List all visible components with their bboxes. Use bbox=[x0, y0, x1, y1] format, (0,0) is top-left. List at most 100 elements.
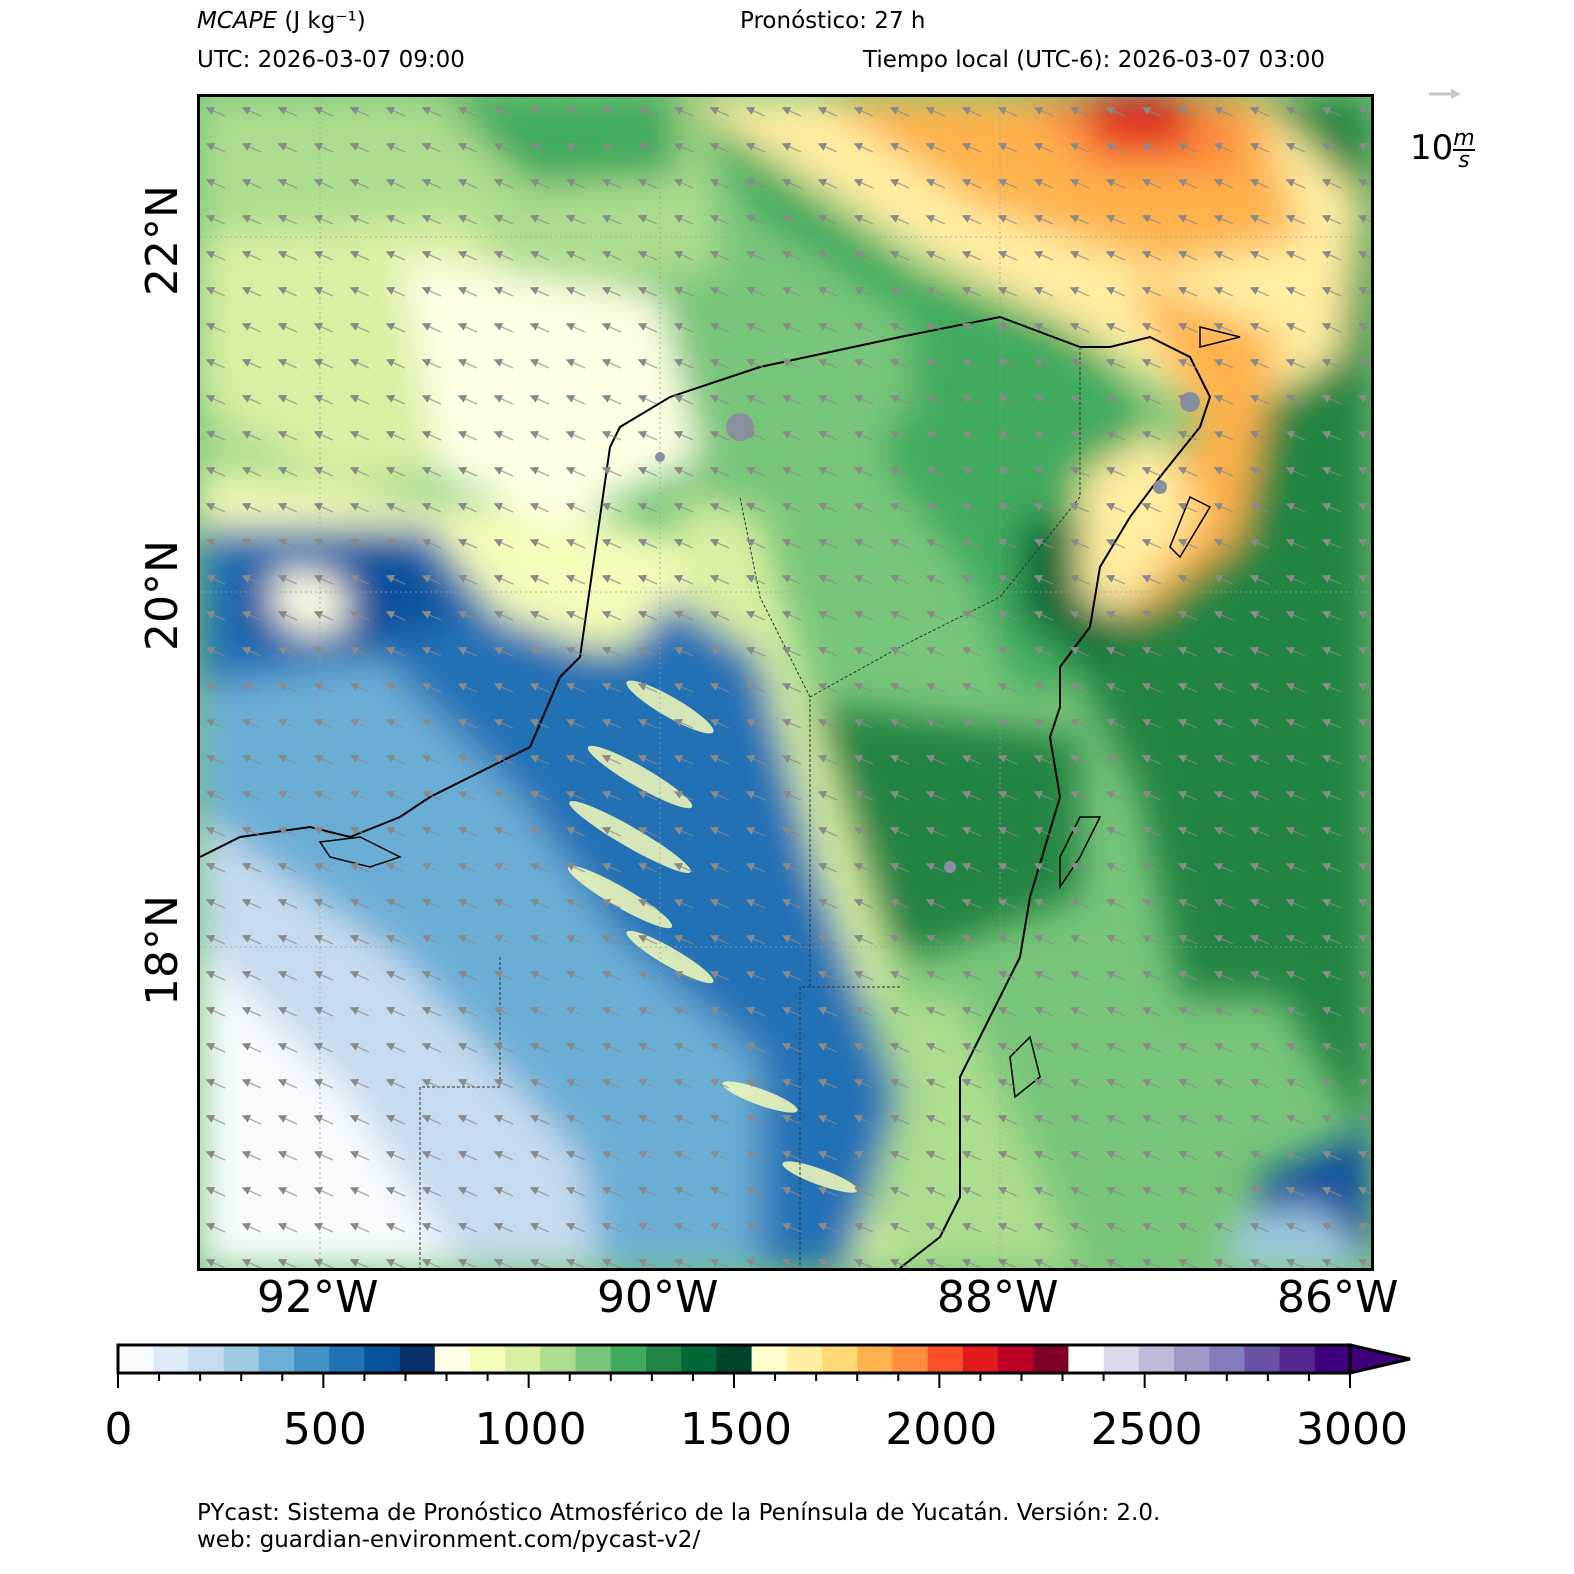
wind-arrow-icon bbox=[925, 359, 946, 369]
wind-arrow-icon bbox=[889, 143, 910, 153]
wind-arrow-icon bbox=[241, 431, 262, 441]
wind-arrow-icon bbox=[1177, 719, 1198, 729]
wind-arrow-icon bbox=[313, 827, 334, 837]
wind-arrow-icon bbox=[565, 863, 586, 873]
wind-arrow-icon bbox=[961, 107, 982, 117]
wind-arrow-icon bbox=[1069, 107, 1090, 117]
colorbar-cell bbox=[364, 1345, 401, 1373]
wind-arrow-icon bbox=[745, 863, 766, 873]
wind-arrow-icon bbox=[1033, 863, 1054, 873]
wind-arrow-icon bbox=[853, 791, 874, 801]
wind-arrow-icon bbox=[673, 503, 694, 513]
wind-arrow-icon bbox=[1033, 431, 1054, 441]
wind-arrow-icon bbox=[1213, 935, 1234, 945]
wind-arrow-icon bbox=[997, 899, 1018, 909]
wind-arrow-icon bbox=[1105, 791, 1126, 801]
wind-arrow-icon bbox=[1177, 899, 1198, 909]
wind-arrow-icon bbox=[1177, 755, 1198, 765]
wind-arrow-icon bbox=[745, 1115, 766, 1125]
wind-arrow-icon bbox=[1141, 575, 1162, 585]
wind-arrow-icon bbox=[601, 395, 622, 405]
wind-arrow-icon bbox=[1321, 719, 1342, 729]
map-panel[interactable] bbox=[197, 94, 1374, 1271]
wind-arrow-icon bbox=[349, 827, 370, 837]
wind-arrow-icon bbox=[241, 899, 262, 909]
wind-arrow-icon bbox=[205, 107, 226, 117]
wind-arrow-icon bbox=[781, 683, 802, 693]
wind-arrow-icon bbox=[1069, 1079, 1090, 1089]
wind-arrow-icon bbox=[1321, 755, 1342, 765]
wind-arrow-icon bbox=[1321, 431, 1342, 441]
wind-arrow-icon bbox=[313, 1079, 334, 1089]
wind-arrow-icon bbox=[637, 1007, 658, 1017]
wind-arrow-icon bbox=[745, 143, 766, 153]
wind-arrow-icon bbox=[1249, 827, 1270, 837]
wind-arrow-icon bbox=[1069, 611, 1090, 621]
wind-arrow-icon bbox=[1177, 1043, 1198, 1053]
wind-arrow-icon bbox=[925, 863, 946, 873]
wind-arrow-icon bbox=[853, 107, 874, 117]
wind-arrow-icon bbox=[1249, 215, 1270, 225]
wind-arrow-icon bbox=[385, 647, 406, 657]
wind-arrow-icon bbox=[637, 611, 658, 621]
wind-arrow-icon bbox=[565, 143, 586, 153]
wind-arrow-icon bbox=[529, 287, 550, 297]
isla-holbox bbox=[1199, 326, 1241, 348]
wind-arrow-icon bbox=[385, 683, 406, 693]
wind-arrow-icon bbox=[349, 1079, 370, 1089]
colorbar-cell bbox=[1279, 1345, 1316, 1373]
wind-arrow-icon bbox=[349, 359, 370, 369]
wind-arrow-icon bbox=[1177, 359, 1198, 369]
wind-arrow-icon bbox=[961, 431, 982, 441]
lat-label-18n: 18°N bbox=[136, 895, 188, 1006]
wind-arrow-icon bbox=[817, 539, 838, 549]
wind-arrow-icon bbox=[817, 467, 838, 477]
wind-arrow-icon bbox=[1321, 647, 1342, 657]
wind-arrow-icon bbox=[241, 1259, 262, 1268]
wind-arrow-icon bbox=[421, 1043, 442, 1053]
wind-arrow-icon bbox=[925, 971, 946, 981]
wind-arrow-icon bbox=[889, 1043, 910, 1053]
wind-arrow-icon bbox=[313, 107, 334, 117]
wind-arrow-icon bbox=[313, 431, 334, 441]
wind-arrow-icon bbox=[673, 611, 694, 621]
wind-arrow-icon bbox=[277, 431, 298, 441]
wind-arrow-icon bbox=[1285, 971, 1306, 981]
wind-arrow-icon bbox=[817, 755, 838, 765]
wind-arrow-icon bbox=[961, 647, 982, 657]
wind-arrow-icon bbox=[997, 179, 1018, 189]
wind-arrow-icon bbox=[889, 1223, 910, 1233]
wind-arrow-icon bbox=[1285, 215, 1306, 225]
wind-arrow-icon bbox=[1069, 359, 1090, 369]
wind-arrow-icon bbox=[1177, 251, 1198, 261]
wind-arrow-icon bbox=[961, 1187, 982, 1197]
wind-arrow-icon bbox=[781, 1079, 802, 1089]
wind-arrow-icon bbox=[1285, 791, 1306, 801]
wind-arrow-icon bbox=[565, 107, 586, 117]
wind-arrow-icon bbox=[1177, 1007, 1198, 1017]
wind-arrow-icon bbox=[529, 1007, 550, 1017]
wind-arrow-icon bbox=[925, 719, 946, 729]
colorbar-tick-label: 1500 bbox=[680, 1404, 792, 1455]
wind-arrow-icon bbox=[961, 359, 982, 369]
footer-url[interactable]: web: guardian-environment.com/pycast-v2/ bbox=[197, 1527, 701, 1553]
wind-arrow-icon bbox=[1213, 503, 1234, 513]
wind-arrow-icon bbox=[889, 503, 910, 513]
wind-arrow-icon bbox=[853, 143, 874, 153]
wind-arrow-icon bbox=[277, 935, 298, 945]
wind-arrow-icon bbox=[601, 251, 622, 261]
wind-arrow-icon bbox=[313, 1223, 334, 1233]
wind-arrow-icon bbox=[241, 611, 262, 621]
wind-arrow-icon bbox=[457, 107, 478, 117]
wind-arrow-icon bbox=[1321, 791, 1342, 801]
wind-arrow-icon bbox=[781, 1007, 802, 1017]
wind-arrow-icon bbox=[349, 791, 370, 801]
wind-arrow-icon bbox=[1105, 539, 1126, 549]
wind-arrow-icon bbox=[1249, 1007, 1270, 1017]
wind-arrow-icon bbox=[313, 647, 334, 657]
wind-arrow-icon bbox=[457, 827, 478, 837]
wind-arrow-icon bbox=[205, 611, 226, 621]
wind-arrow-icon bbox=[961, 287, 982, 297]
wind-arrow-icon bbox=[1249, 1187, 1270, 1197]
wind-arrow-icon bbox=[421, 647, 442, 657]
